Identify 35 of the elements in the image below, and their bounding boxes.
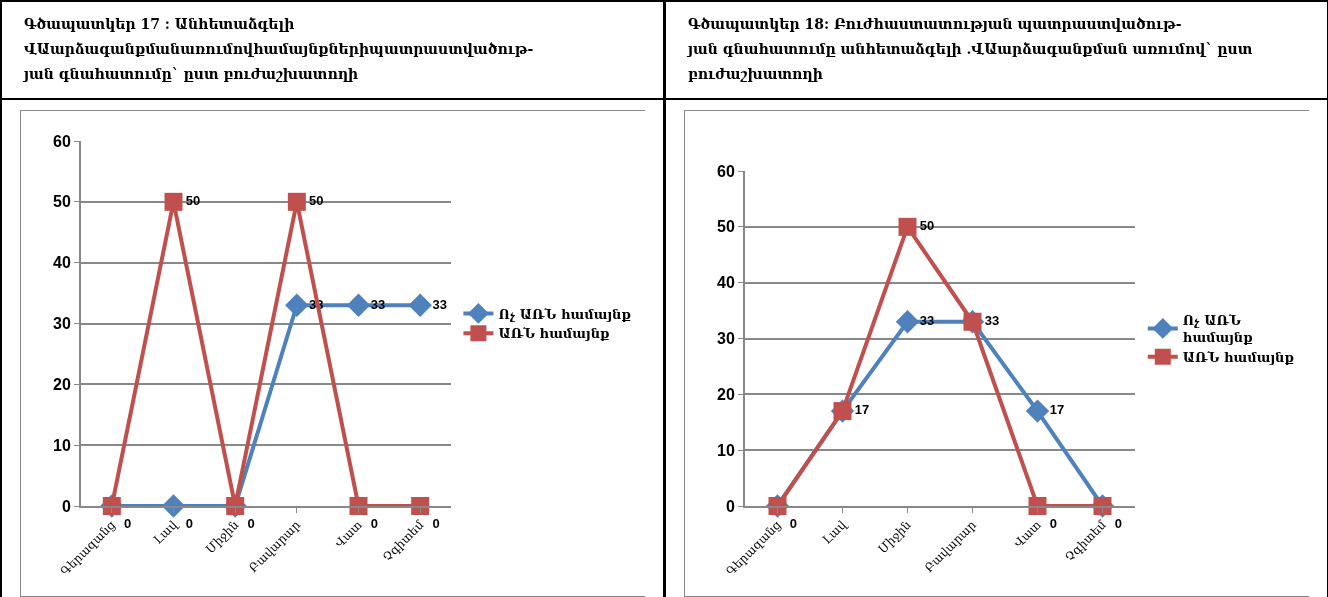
legend-label: ԱՌՆ համայնք: [498, 326, 610, 342]
data-label: 0: [370, 516, 378, 531]
data-label: 33: [432, 296, 447, 312]
data-label: 0: [124, 516, 132, 531]
legend-label: Ոչ ԱՌՆ համայնք: [498, 306, 631, 322]
y-tick-label: 0: [725, 497, 735, 515]
y-tick-label: 0: [61, 497, 71, 515]
chart-title: Գծապատկեր 18: Բուժհաստատության պատրաստվածութ- յան գնահատումը անհետաձգելի .ՎԱարձագանքման առումով` ըստ բուժաշխատողի: [666, 2, 1327, 100]
data-label: 0: [1049, 516, 1057, 531]
y-tick-label: 10: [717, 441, 735, 459]
chart-title: Գծապատկեր 17 : Անհետաձգելի ՎԱարձագանքմանառումովհամայնքներիպատրաստվածութ- յան գնահատումը` ըստ բուժաշխատողի: [2, 2, 663, 100]
y-tick-label: 60: [717, 162, 735, 180]
data-label: 50: [185, 193, 201, 209]
data-label: 0: [185, 516, 193, 531]
legend-label: ԱՌՆ համայնք: [1182, 349, 1294, 365]
data-label: 0: [1114, 516, 1122, 531]
y-tick-label: 40: [717, 274, 735, 292]
y-tick-label: 30: [717, 330, 735, 348]
data-label: 0: [432, 516, 440, 531]
data-label: 17: [1049, 402, 1065, 418]
y-tick-label: 60: [53, 132, 71, 150]
legend-label: Ոչ ԱՌՆ համայնք: [1182, 313, 1253, 345]
y-tick-label: 40: [53, 254, 71, 272]
y-tick-label: 20: [53, 375, 71, 393]
y-tick-label: 50: [53, 193, 71, 211]
y-tick-label: 50: [717, 218, 735, 236]
y-tick-label: 20: [717, 385, 735, 403]
data-label: 50: [309, 193, 324, 209]
y-tick-label: 10: [53, 436, 71, 454]
data-label: 50: [919, 218, 935, 234]
y-tick-label: 30: [53, 315, 71, 333]
data-label: 33: [984, 313, 1000, 328]
data-label: 33: [919, 313, 935, 328]
data-label: 17: [854, 402, 870, 418]
data-label: 0: [789, 516, 797, 531]
